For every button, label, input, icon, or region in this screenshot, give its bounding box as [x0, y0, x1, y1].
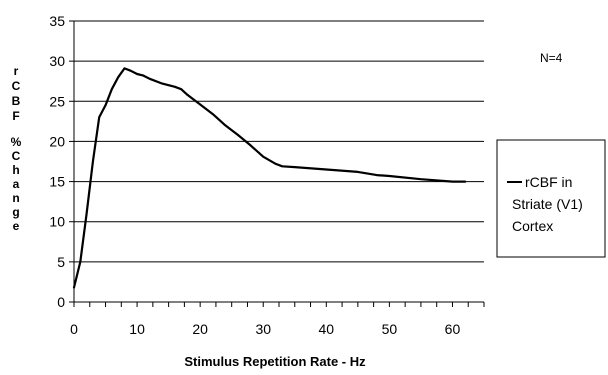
y-tick-label: 0 [57, 294, 65, 310]
y-axis-label-char: F [12, 109, 19, 123]
legend: rCBF in Striate (V1) Cortex [496, 139, 606, 258]
x-tick-label: 0 [70, 321, 78, 337]
y-tick-labels: 0 5 10 15 20 25 30 35 [49, 13, 65, 310]
x-tick-label: 30 [255, 321, 271, 337]
legend-label-line: Cortex [512, 218, 553, 234]
y-tick-label: 20 [49, 133, 65, 149]
axes [73, 21, 485, 307]
y-axis-label-char: a [13, 177, 20, 191]
y-axis-label-char: n [12, 191, 19, 205]
series-line-0 [72, 67, 467, 289]
y-axis-label-char: e [13, 219, 20, 233]
legend-label: rCBF in Striate (V1) Cortex [512, 174, 583, 234]
y-tick-label: 25 [49, 93, 65, 109]
legend-label-line: rCBF in [525, 174, 572, 190]
sample-size-note: N=4 [540, 51, 563, 65]
x-tick-label: 50 [382, 321, 398, 337]
x-tick-label: 10 [129, 321, 145, 337]
x-tick-label: 20 [192, 321, 208, 337]
x-tick-label: 60 [445, 321, 461, 337]
gridlines [69, 20, 484, 303]
y-axis-label-char: B [12, 94, 21, 108]
y-tick-label: 35 [49, 13, 65, 29]
series-lines [72, 67, 467, 289]
x-axis-label: Stimulus Repetition Rate - Hz [184, 354, 366, 369]
y-axis-label-char: h [12, 163, 19, 177]
x-tick-labels: 0 10 20 30 40 50 60 [70, 321, 460, 337]
x-tick-label: 40 [319, 321, 335, 337]
y-tick-label: 5 [57, 254, 65, 270]
y-axis-label-char: C [12, 79, 21, 93]
y-axis-label-char: % [11, 135, 22, 149]
y-tick-label: 15 [49, 174, 65, 190]
y-axis-label-char: g [12, 205, 19, 219]
legend-box [496, 139, 606, 258]
y-axis-label-char: r [14, 64, 19, 78]
y-tick-label: 30 [49, 53, 65, 69]
y-axis-label-char: C [12, 149, 21, 163]
y-tick-label: 10 [49, 214, 65, 230]
legend-label-line: Striate (V1) [512, 196, 583, 212]
